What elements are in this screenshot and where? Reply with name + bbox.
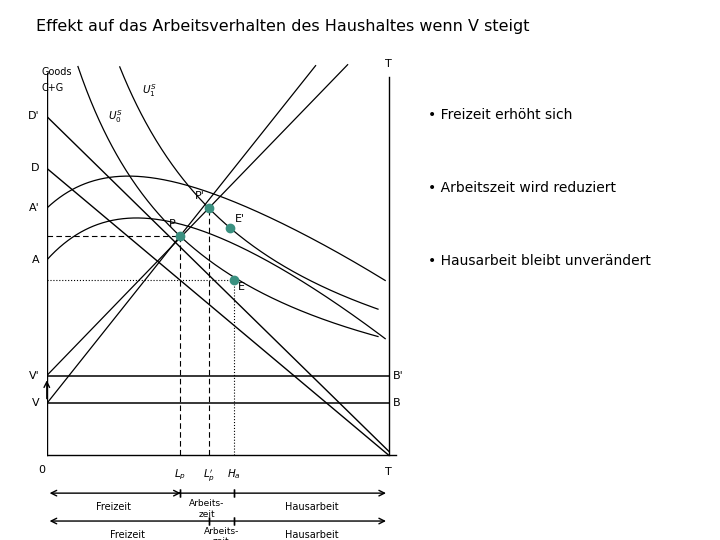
Text: B': B'	[393, 370, 404, 381]
Text: $L_p'$: $L_p'$	[203, 467, 215, 483]
Text: A: A	[32, 255, 40, 265]
Text: Effekt auf das Arbeitsverhalten des Haushaltes wenn V steigt: Effekt auf das Arbeitsverhalten des Haus…	[36, 19, 529, 34]
Text: Arbeits-
zeit: Arbeits- zeit	[204, 527, 239, 540]
Text: E: E	[238, 282, 246, 292]
Text: B: B	[393, 399, 401, 408]
Text: V: V	[32, 399, 40, 408]
Text: Hausarbeit: Hausarbeit	[284, 530, 338, 540]
Text: T: T	[385, 59, 392, 69]
Text: P: P	[169, 219, 176, 229]
Text: E': E'	[235, 214, 245, 224]
Text: 0: 0	[38, 465, 45, 475]
Text: D: D	[31, 163, 40, 173]
Text: Hausarbeit: Hausarbeit	[284, 502, 338, 512]
Text: Arbeits-
zeit: Arbeits- zeit	[189, 499, 225, 518]
Text: P': P'	[194, 191, 204, 201]
Text: A': A'	[29, 203, 40, 213]
Text: V': V'	[29, 370, 40, 381]
Text: • Hausarbeit bleibt unverändert: • Hausarbeit bleibt unverändert	[428, 254, 652, 268]
Text: $U^S_0$: $U^S_0$	[108, 109, 122, 125]
Text: C+G: C+G	[42, 83, 63, 92]
Text: $U^S_1$: $U^S_1$	[142, 83, 157, 99]
Text: T: T	[385, 467, 392, 477]
Text: Freizeit: Freizeit	[110, 530, 145, 540]
Text: $L_p$: $L_p$	[174, 467, 186, 482]
Text: $H_a$: $H_a$	[227, 467, 241, 481]
Text: • Arbeitszeit wird reduziert: • Arbeitszeit wird reduziert	[428, 181, 616, 195]
Text: Goods: Goods	[42, 66, 72, 77]
Text: Freizeit: Freizeit	[96, 502, 131, 512]
Text: • Freizeit erhöht sich: • Freizeit erhöht sich	[428, 108, 573, 122]
Text: D': D'	[28, 111, 40, 122]
